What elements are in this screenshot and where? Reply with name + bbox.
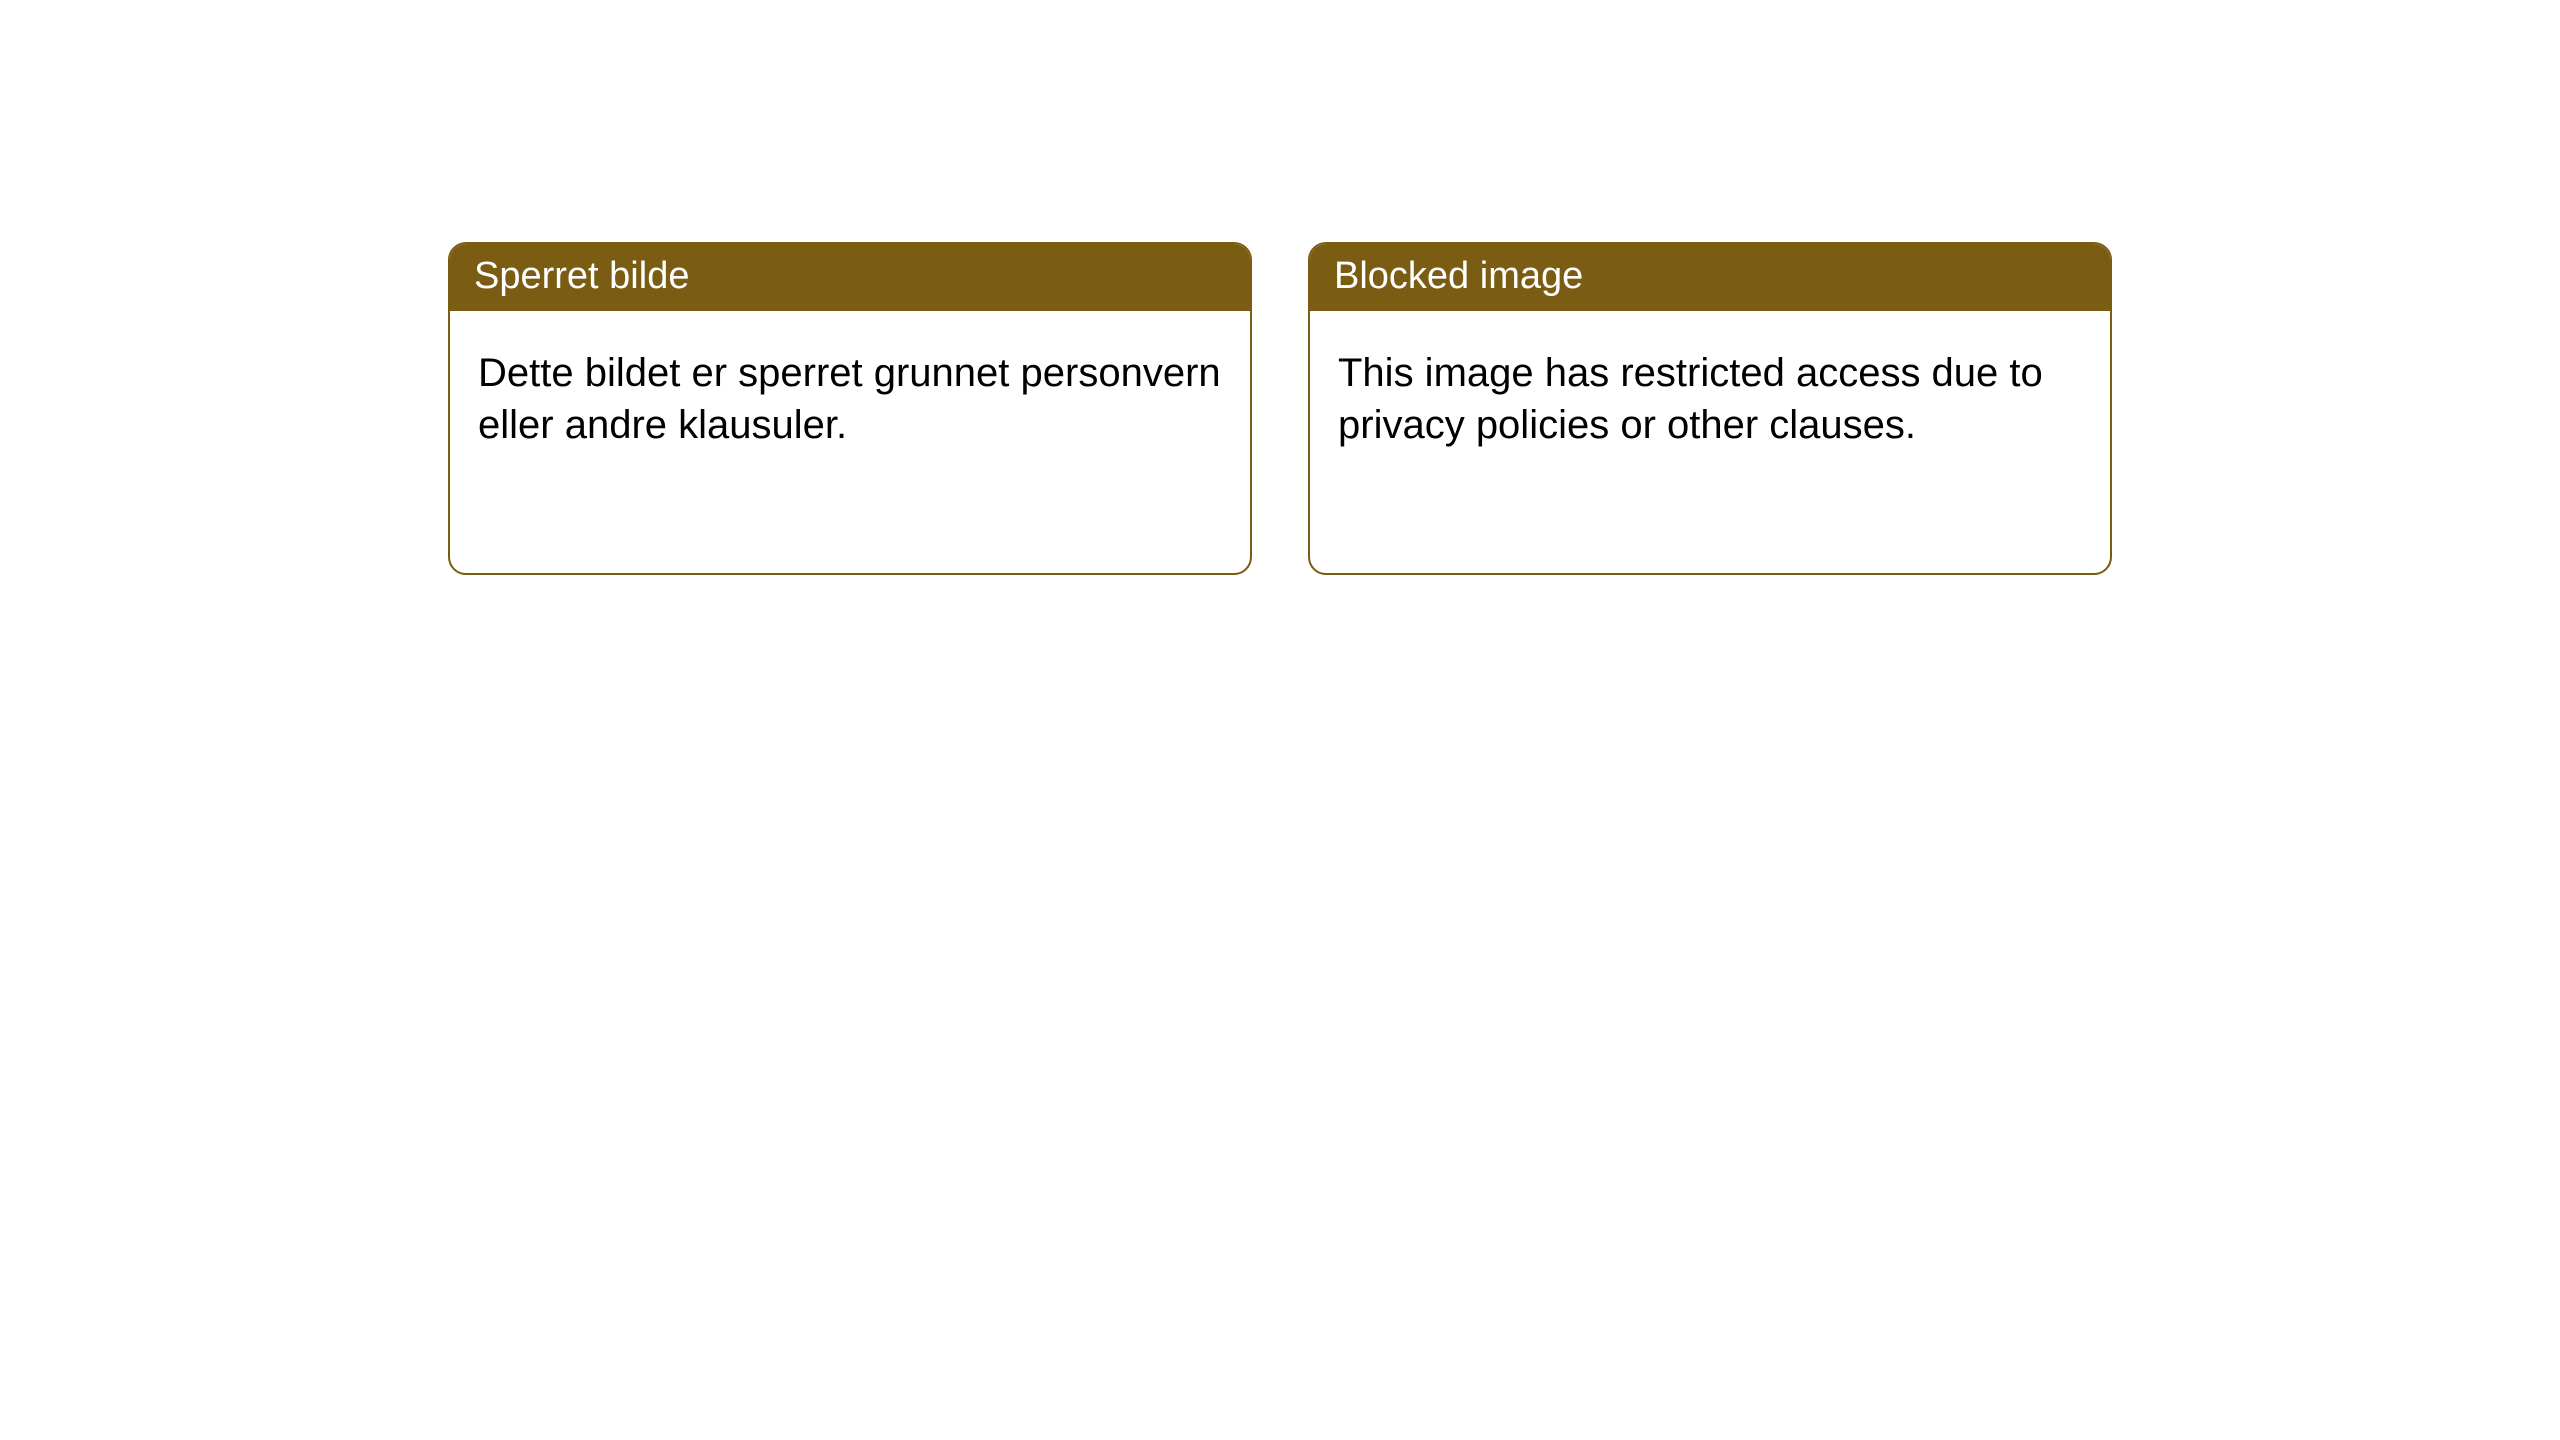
notice-container: Sperret bilde Dette bildet er sperret gr…: [0, 0, 2560, 575]
notice-title-norwegian: Sperret bilde: [450, 244, 1250, 311]
notice-title-english: Blocked image: [1310, 244, 2110, 311]
notice-card-norwegian: Sperret bilde Dette bildet er sperret gr…: [448, 242, 1252, 575]
notice-card-english: Blocked image This image has restricted …: [1308, 242, 2112, 575]
notice-body-norwegian: Dette bildet er sperret grunnet personve…: [450, 311, 1250, 487]
notice-body-english: This image has restricted access due to …: [1310, 311, 2110, 487]
